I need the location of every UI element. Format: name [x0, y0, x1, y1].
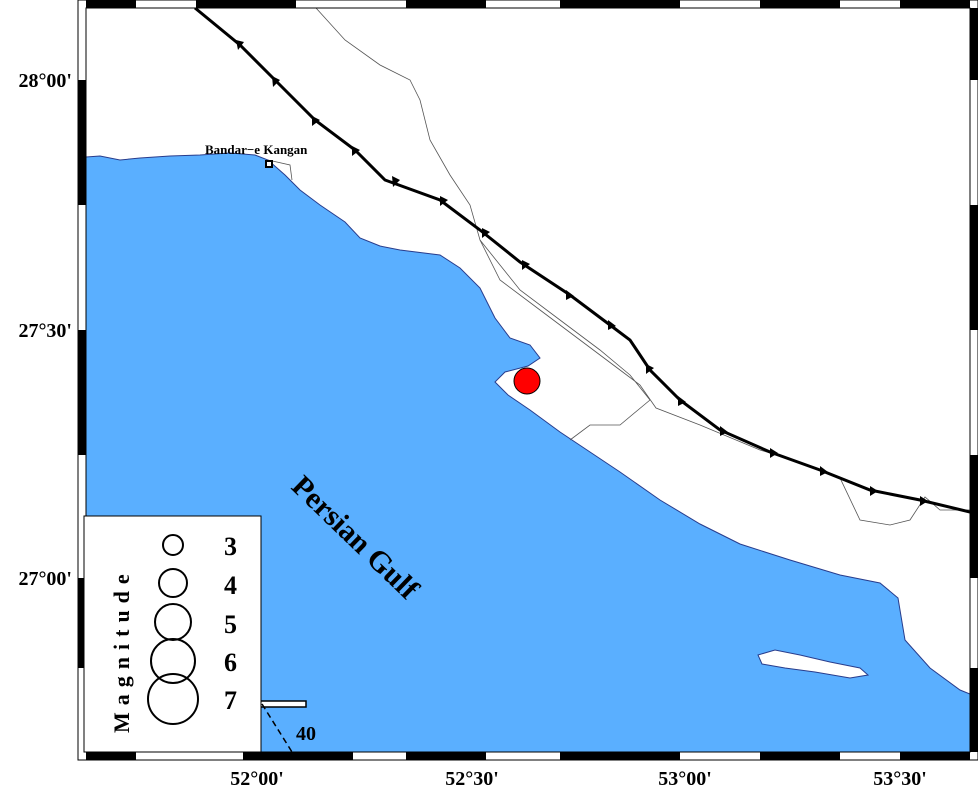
lat-label-27-30: 27°30' [18, 320, 72, 342]
legend-label-3: 3 [224, 532, 237, 561]
legend-label-6: 6 [224, 648, 237, 677]
lon-label-52-30: 52°30' [445, 768, 499, 790]
lat-label-28-00: 28°00' [18, 70, 72, 92]
place-label-kangan: Bandar−e Kangan [205, 142, 308, 157]
scale-bar-label: 40 [296, 723, 316, 745]
legend-label-5: 5 [224, 610, 237, 639]
lon-label-53-30: 53°30' [873, 768, 927, 790]
lon-label-53-00: 53°00' [658, 768, 712, 790]
legend-circle-4 [158, 568, 188, 598]
legend-circle-3 [162, 534, 184, 556]
legend-circle-7 [147, 673, 199, 725]
thrust-fault [194, 8, 970, 514]
latitude-labels: 28°00' 27°30' 27°00' [18, 70, 72, 590]
legend-label-4: 4 [224, 571, 237, 600]
lon-label-52-00: 52°00' [230, 768, 284, 790]
map-frame [77, 0, 978, 761]
island [757, 649, 870, 679]
legend-title: Magnitude [109, 567, 134, 733]
rivers-roads [267, 8, 970, 526]
legend-label-7: 7 [224, 686, 237, 715]
kangan-marker-icon [265, 160, 273, 168]
legend-circle-6 [150, 638, 196, 684]
longitude-labels: 52°00' 52°30' 53°00' 53°30' [230, 768, 927, 790]
persian-gulf-water [86, 152, 970, 752]
earthquake-event[interactable] [513, 367, 541, 395]
thrust-teeth [236, 40, 928, 506]
lat-label-27-00: 27°00' [18, 568, 72, 590]
magnitude-legend: Magnitude 3 4 5 6 7 [83, 515, 262, 753]
